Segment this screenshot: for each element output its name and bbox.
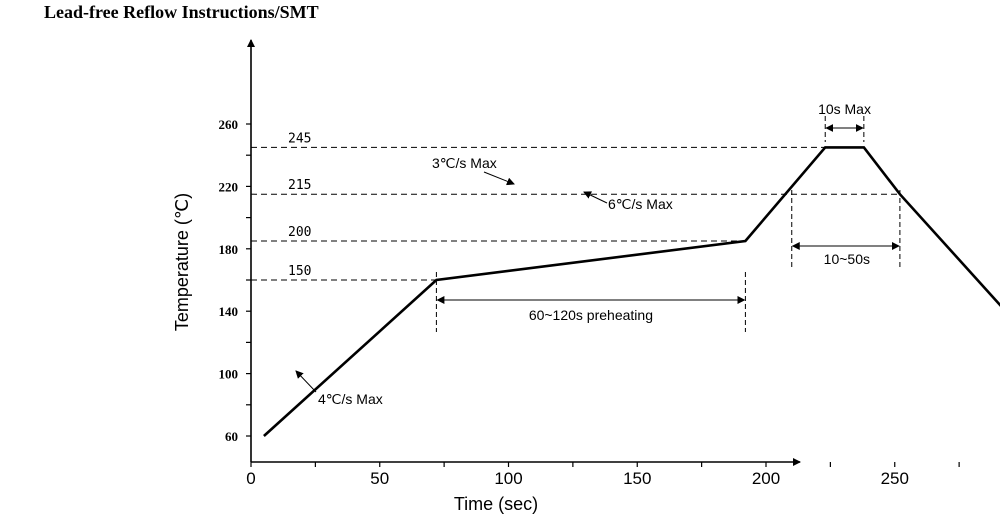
y-tick-label: 220	[219, 179, 239, 194]
arrow-3c-per-s	[483, 171, 515, 186]
y-tick-label: 180	[219, 242, 239, 257]
span-label: 60~120s preheating	[529, 307, 653, 323]
level-label-215: 215	[288, 178, 311, 193]
page-title: Lead-free Reflow Instructions/SMT	[44, 2, 319, 22]
annotation-6c-per-s: 6℃/s Max	[608, 196, 673, 212]
y-tick-label: 60	[225, 429, 238, 444]
level-label-150: 150	[288, 264, 311, 279]
x-axis-title: Time (sec)	[454, 494, 538, 514]
span-label: 10~50s	[824, 251, 870, 267]
arrow-6c-per-s	[583, 191, 608, 204]
span-label: 10s Max	[818, 101, 871, 117]
x-tick-label: 150	[623, 469, 651, 488]
level-label-200: 200	[288, 225, 311, 240]
y-tick-label: 140	[219, 304, 239, 319]
x-tick-label: 50	[370, 469, 389, 488]
y-tick-label: 260	[219, 117, 239, 132]
annotation-3c-per-s: 3℃/s Max	[432, 155, 497, 171]
x-tick-label: 250	[881, 469, 909, 488]
annotation-4c-per-s: 4℃/s Max	[318, 391, 383, 407]
y-axis-title: Temperature (℃)	[172, 193, 192, 331]
y-tick-label: 100	[219, 367, 239, 382]
x-tick-label: 200	[752, 469, 780, 488]
x-tick-label: 100	[494, 469, 522, 488]
x-tick-label: 0	[246, 469, 255, 488]
level-label-245: 245	[288, 131, 311, 146]
arrow-4c-per-s	[295, 370, 317, 393]
